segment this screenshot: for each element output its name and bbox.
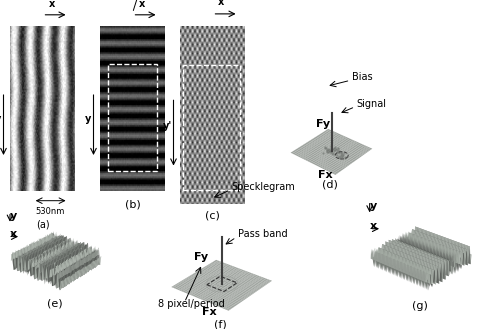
Text: y: y [370, 201, 377, 211]
Text: x: x [370, 221, 377, 231]
Bar [183, 65, 240, 190]
Text: Signal: Signal [356, 99, 386, 109]
Text: (c): (c) [205, 210, 220, 220]
Text: (f): (f) [214, 319, 226, 329]
Text: Specklegram: Specklegram [232, 182, 296, 192]
Text: (b): (b) [124, 199, 140, 209]
Text: y': y' [162, 121, 172, 131]
Text: (d): (d) [322, 179, 338, 189]
Text: (a): (a) [36, 219, 50, 229]
Text: (g): (g) [412, 301, 428, 311]
Text: y: y [0, 114, 2, 124]
Bar [108, 64, 157, 171]
Text: 8 pixel/period: 8 pixel/period [158, 299, 224, 309]
Text: x: x [10, 229, 17, 239]
Text: (e): (e) [47, 299, 63, 309]
Text: x': x' [218, 0, 227, 7]
Text: Bias: Bias [352, 72, 372, 82]
Text: 530nm: 530nm [36, 207, 65, 216]
Text: x: x [139, 0, 145, 9]
Text: y: y [85, 114, 91, 124]
Text: x: x [49, 0, 56, 9]
Text: y: y [10, 211, 17, 221]
Text: Pass band: Pass band [238, 229, 288, 239]
